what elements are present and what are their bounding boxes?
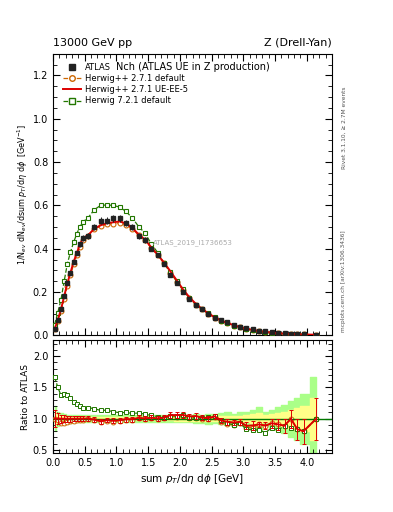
Text: Rivet 3.1.10, ≥ 2.7M events: Rivet 3.1.10, ≥ 2.7M events [342,87,346,169]
Text: mcplots.cern.ch [arXiv:1306.3436]: mcplots.cern.ch [arXiv:1306.3436] [342,231,346,332]
Y-axis label: Ratio to ATLAS: Ratio to ATLAS [21,364,30,430]
Text: 13000 GeV pp: 13000 GeV pp [53,37,132,48]
X-axis label: sum $p_T$/d$\eta$ d$\phi$ [GeV]: sum $p_T$/d$\eta$ d$\phi$ [GeV] [140,472,245,486]
Y-axis label: 1/N$_{ev}$ dN$_{ev}$/dsum $p_T$/d$\eta$ d$\phi$  [GeV$^{-1}$]: 1/N$_{ev}$ dN$_{ev}$/dsum $p_T$/d$\eta$ … [16,124,30,265]
Text: Z (Drell-Yan): Z (Drell-Yan) [264,37,332,48]
Text: Nch (ATLAS UE in Z production): Nch (ATLAS UE in Z production) [116,62,270,72]
Legend: ATLAS, Herwig++ 2.7.1 default, Herwig++ 2.7.1 UE-EE-5, Herwig 7.2.1 default: ATLAS, Herwig++ 2.7.1 default, Herwig++ … [60,61,191,108]
Text: ATLAS_2019_I1736653: ATLAS_2019_I1736653 [152,239,233,246]
